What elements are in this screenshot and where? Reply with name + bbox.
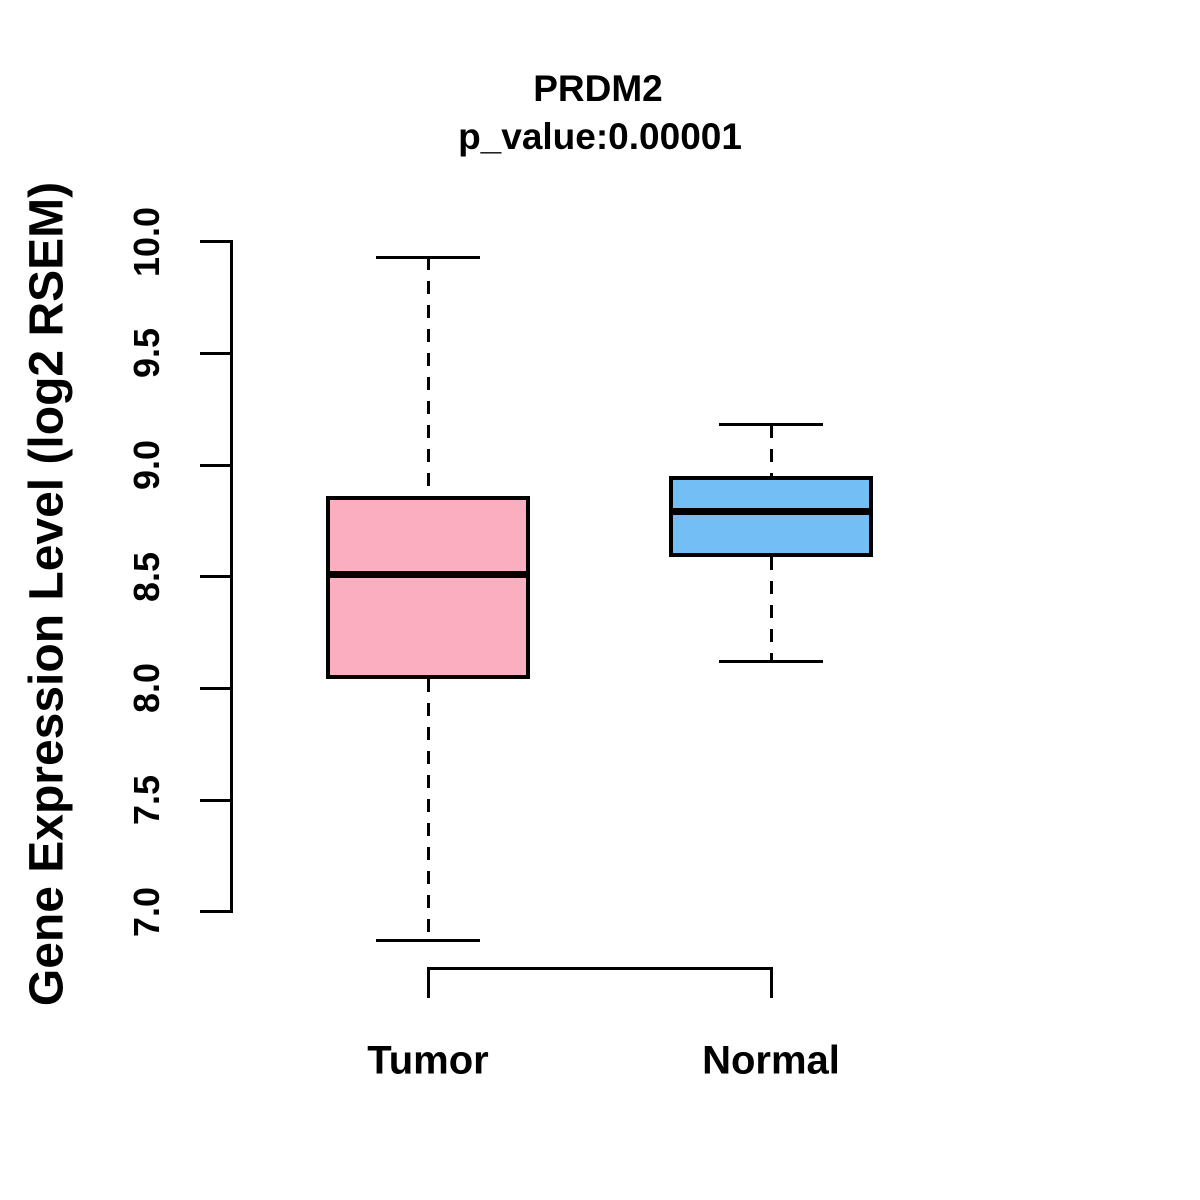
y-axis-tick — [200, 910, 231, 914]
y-axis-tick — [200, 240, 231, 244]
y-axis-line — [229, 240, 233, 914]
upper-whisker-line — [426, 257, 430, 497]
box-normal — [669, 476, 873, 557]
category-label-tumor: Tumor — [367, 1038, 489, 1083]
y-axis-tick — [200, 686, 231, 690]
category-label-normal: Normal — [702, 1038, 840, 1083]
lower-whisker-cap — [376, 939, 480, 943]
median-line — [669, 508, 873, 516]
chart-subtitle-pvalue: p_value:0.00001 — [458, 116, 742, 157]
box-tumor — [326, 496, 530, 680]
y-axis-tick — [200, 798, 231, 802]
median-line — [326, 570, 530, 578]
y-axis-tick — [200, 463, 231, 467]
comparison-bracket-tail — [769, 967, 773, 998]
y-axis-tick-label: 9.5 — [126, 328, 167, 379]
upper-whisker-line — [769, 424, 773, 477]
lower-whisker-cap — [719, 660, 823, 664]
y-axis-tick-label: 9.0 — [126, 439, 167, 491]
comparison-bracket-horizontal — [426, 967, 773, 970]
comparison-bracket-tail — [426, 967, 430, 998]
upper-whisker-cap — [719, 423, 823, 427]
y-axis-tick-label: 8.0 — [126, 663, 167, 714]
y-axis-tick-label: 7.5 — [126, 774, 167, 826]
chart-title: PRDM2 — [533, 68, 663, 109]
y-axis-tick-label: 10.0 — [126, 206, 167, 277]
y-axis-tick — [200, 575, 231, 579]
upper-whisker-cap — [376, 255, 480, 259]
lower-whisker-line — [769, 556, 773, 662]
y-axis-tick-label: 8.5 — [126, 551, 167, 602]
lower-whisker-line — [426, 679, 430, 941]
y-axis-tick-label: 7.0 — [126, 886, 167, 937]
y-axis-tick — [200, 351, 231, 355]
